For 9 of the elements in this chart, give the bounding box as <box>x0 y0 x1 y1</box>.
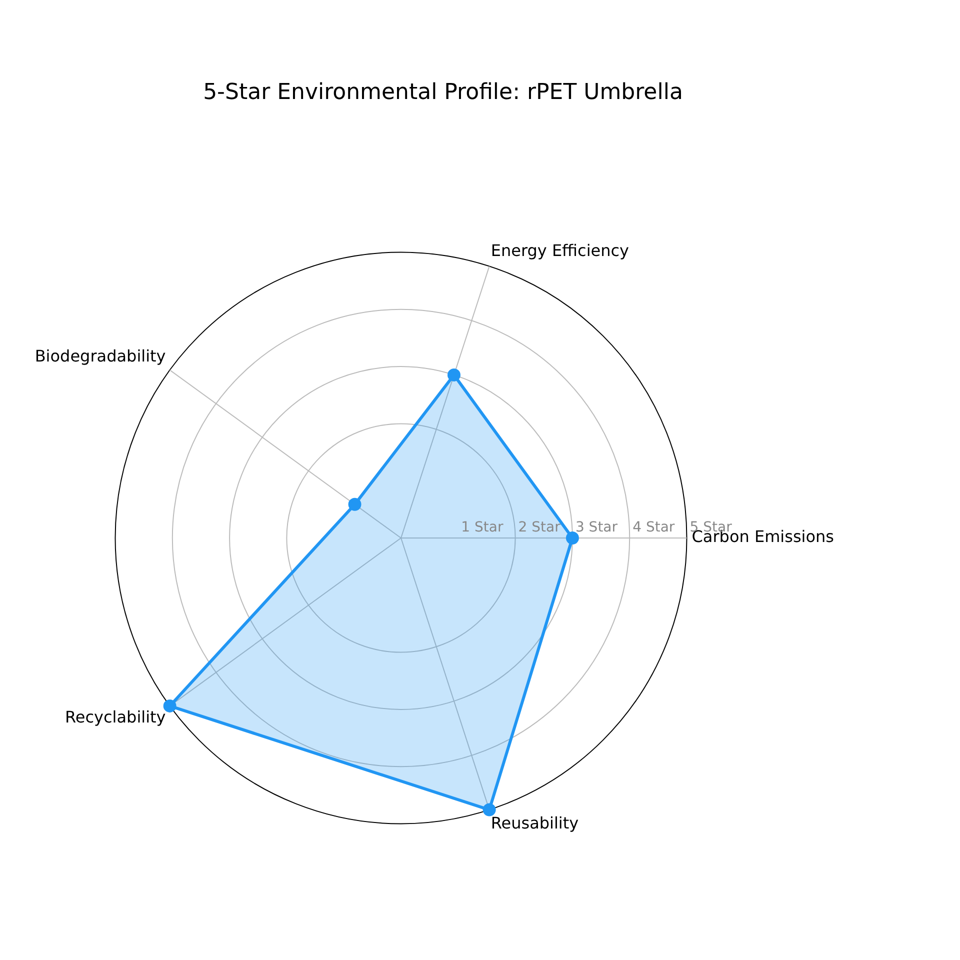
spoke-label: Reusability <box>490 813 579 832</box>
spoke-label: Recyclability <box>64 708 166 727</box>
y-tick-label: 1 Star <box>461 520 504 536</box>
chart-title: 5-Star Environmental Profile: rPET Umbrella <box>203 80 683 105</box>
y-tick-label: 2 Star <box>518 520 561 536</box>
spoke-label: Biodegradability <box>34 346 166 366</box>
spoke-label: Energy Efficiency <box>490 241 630 260</box>
y-tick-label: 3 Star <box>575 520 618 536</box>
y-tick-label: 4 Star <box>632 520 675 536</box>
